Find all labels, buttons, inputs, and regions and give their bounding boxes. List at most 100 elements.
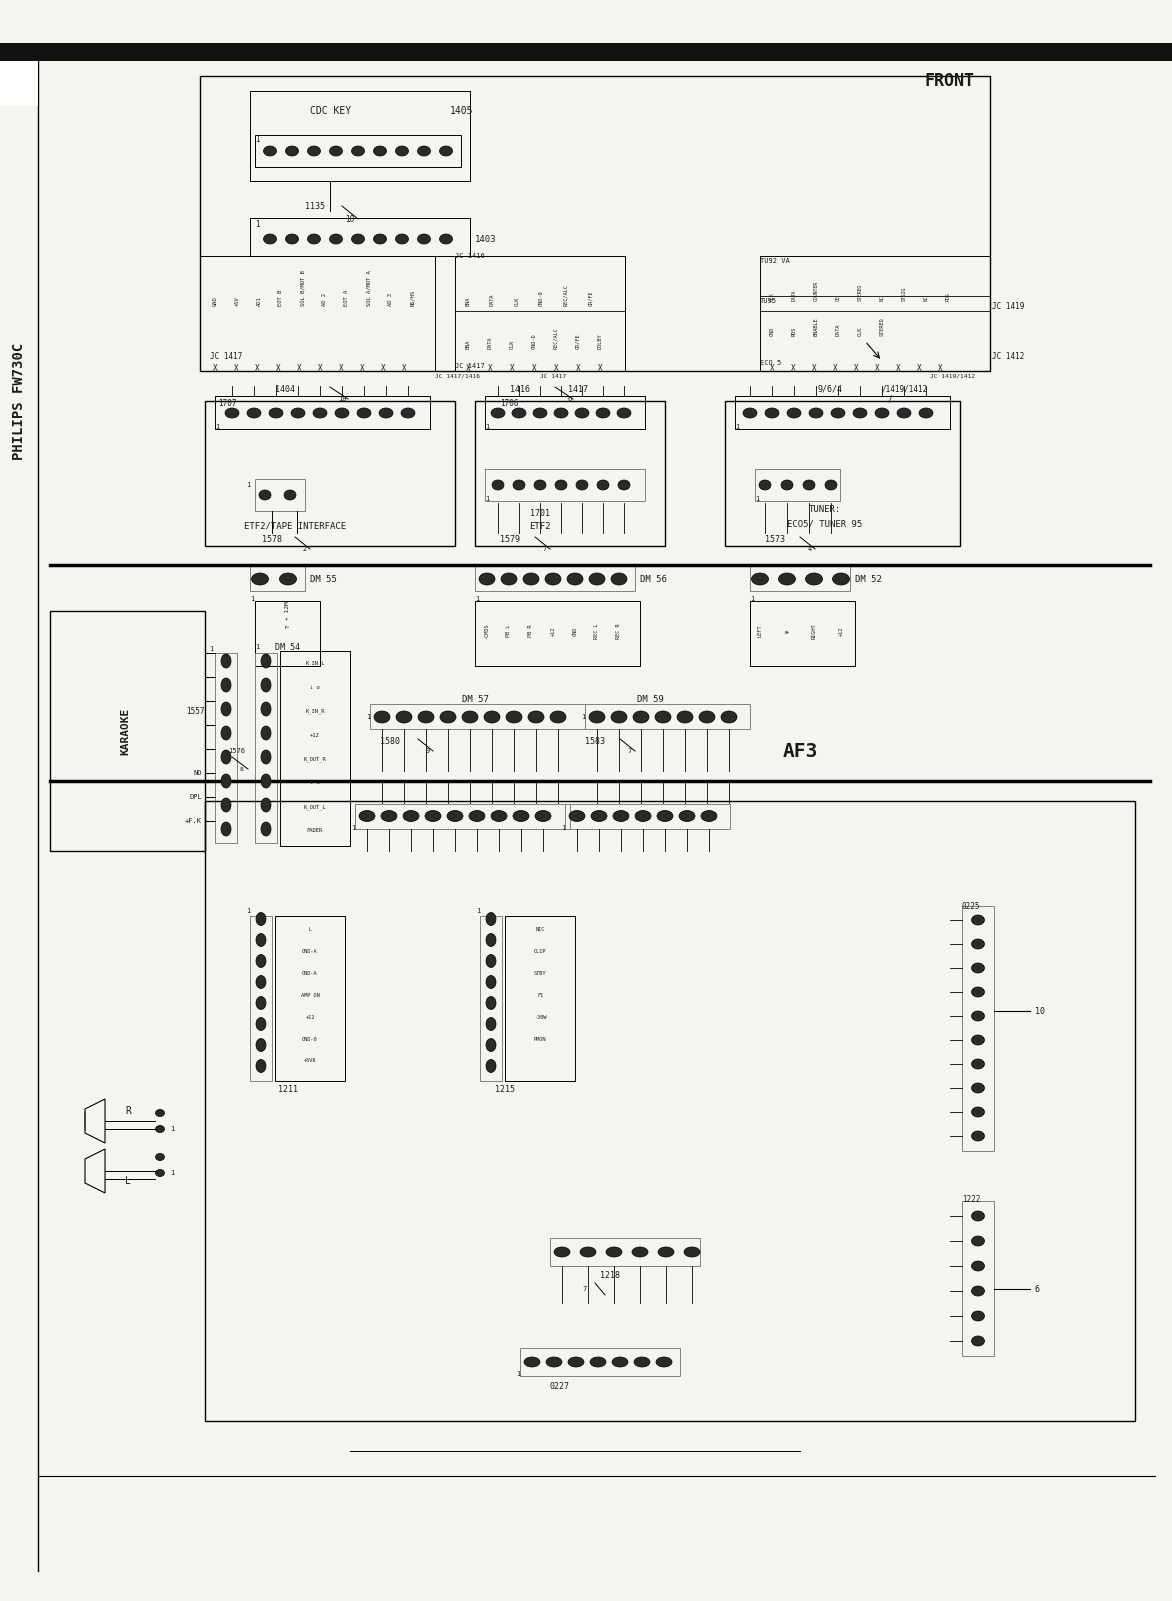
Text: 1: 1 xyxy=(246,482,250,488)
Ellipse shape xyxy=(679,810,695,821)
Ellipse shape xyxy=(853,408,867,418)
Ellipse shape xyxy=(655,711,672,724)
Ellipse shape xyxy=(381,810,397,821)
Text: 6: 6 xyxy=(1035,1284,1040,1294)
Bar xyxy=(505,916,575,1081)
Ellipse shape xyxy=(613,810,629,821)
Ellipse shape xyxy=(972,1034,984,1045)
Text: GND-A: GND-A xyxy=(302,970,318,975)
Ellipse shape xyxy=(832,573,850,584)
Ellipse shape xyxy=(778,573,796,584)
Text: STSIG: STSIG xyxy=(901,287,906,301)
Ellipse shape xyxy=(751,573,769,584)
Ellipse shape xyxy=(500,573,517,584)
Bar xyxy=(0,61,38,106)
Ellipse shape xyxy=(440,146,452,155)
Bar xyxy=(255,653,277,844)
Text: 1: 1 xyxy=(475,596,479,602)
Text: 1: 1 xyxy=(255,644,259,650)
Text: FRONT: FRONT xyxy=(925,72,975,90)
Text: KARAOKE: KARAOKE xyxy=(120,708,130,754)
Ellipse shape xyxy=(479,573,495,584)
Ellipse shape xyxy=(261,749,271,764)
Text: X: X xyxy=(874,363,879,373)
Ellipse shape xyxy=(491,408,505,418)
Ellipse shape xyxy=(972,986,984,997)
Text: 7: 7 xyxy=(543,546,547,552)
Text: +12: +12 xyxy=(311,733,320,738)
Text: DM 57: DM 57 xyxy=(462,695,489,703)
Text: ECO 5: ECO 5 xyxy=(759,360,782,367)
Text: X: X xyxy=(297,363,301,373)
Text: +12: +12 xyxy=(551,626,556,636)
Ellipse shape xyxy=(379,408,393,418)
Text: +12: +12 xyxy=(838,626,844,636)
Text: DM 56: DM 56 xyxy=(640,575,667,583)
Text: X: X xyxy=(360,363,364,373)
Text: X: X xyxy=(275,363,280,373)
Text: X: X xyxy=(402,363,407,373)
Text: ENA: ENA xyxy=(465,339,470,349)
Bar xyxy=(475,400,665,546)
Ellipse shape xyxy=(805,573,823,584)
Ellipse shape xyxy=(486,1060,496,1073)
Ellipse shape xyxy=(597,408,609,418)
Ellipse shape xyxy=(590,573,605,584)
Text: GND-0: GND-0 xyxy=(302,1036,318,1042)
Bar xyxy=(725,400,960,546)
Text: GND-D: GND-D xyxy=(531,333,537,349)
Text: X: X xyxy=(791,363,796,373)
Ellipse shape xyxy=(395,146,409,155)
Ellipse shape xyxy=(506,711,522,724)
Ellipse shape xyxy=(222,701,231,716)
Ellipse shape xyxy=(635,810,650,821)
Ellipse shape xyxy=(255,933,266,946)
Text: /: / xyxy=(887,394,893,403)
Text: X: X xyxy=(553,363,558,373)
Ellipse shape xyxy=(286,146,299,155)
Text: CR/FE: CR/FE xyxy=(588,290,593,306)
Text: JC 1419/1412: JC 1419/1412 xyxy=(931,373,975,378)
Ellipse shape xyxy=(359,810,375,821)
Bar xyxy=(475,600,640,666)
Text: JC 1416: JC 1416 xyxy=(455,253,485,259)
Ellipse shape xyxy=(721,711,737,724)
Ellipse shape xyxy=(255,996,266,1010)
Text: FADER: FADER xyxy=(307,828,323,834)
Ellipse shape xyxy=(222,773,231,788)
Text: X: X xyxy=(938,363,942,373)
Ellipse shape xyxy=(286,234,299,243)
Text: X: X xyxy=(832,363,837,373)
Text: X: X xyxy=(917,363,921,373)
Text: PMON: PMON xyxy=(533,1036,546,1042)
Text: 9/6/4: 9/6/4 xyxy=(818,384,843,394)
Text: 0225: 0225 xyxy=(962,901,981,911)
Text: LEFT: LEFT xyxy=(757,624,763,637)
Text: REC/ALC: REC/ALC xyxy=(553,327,559,349)
Ellipse shape xyxy=(156,1109,164,1116)
Text: CE: CE xyxy=(836,295,840,301)
Ellipse shape xyxy=(972,940,984,949)
Ellipse shape xyxy=(657,1247,674,1257)
Text: 1578: 1578 xyxy=(263,535,282,543)
Ellipse shape xyxy=(743,408,757,418)
Text: TUNER:: TUNER: xyxy=(809,504,841,514)
Ellipse shape xyxy=(590,711,605,724)
Text: SOL A/MOT A: SOL A/MOT A xyxy=(367,271,372,306)
Text: 1215: 1215 xyxy=(495,1084,515,1093)
Ellipse shape xyxy=(612,1358,628,1367)
Ellipse shape xyxy=(972,1311,984,1321)
Text: GND: GND xyxy=(212,296,218,306)
Bar xyxy=(455,256,625,371)
Ellipse shape xyxy=(486,913,496,925)
Ellipse shape xyxy=(567,573,582,584)
Bar xyxy=(370,704,585,728)
Ellipse shape xyxy=(279,573,297,584)
Ellipse shape xyxy=(486,1018,496,1031)
Ellipse shape xyxy=(270,408,282,418)
Text: REC R: REC R xyxy=(616,623,621,639)
Text: 1580: 1580 xyxy=(380,736,400,746)
Ellipse shape xyxy=(486,1039,496,1052)
Bar xyxy=(565,804,730,829)
Ellipse shape xyxy=(513,480,525,490)
